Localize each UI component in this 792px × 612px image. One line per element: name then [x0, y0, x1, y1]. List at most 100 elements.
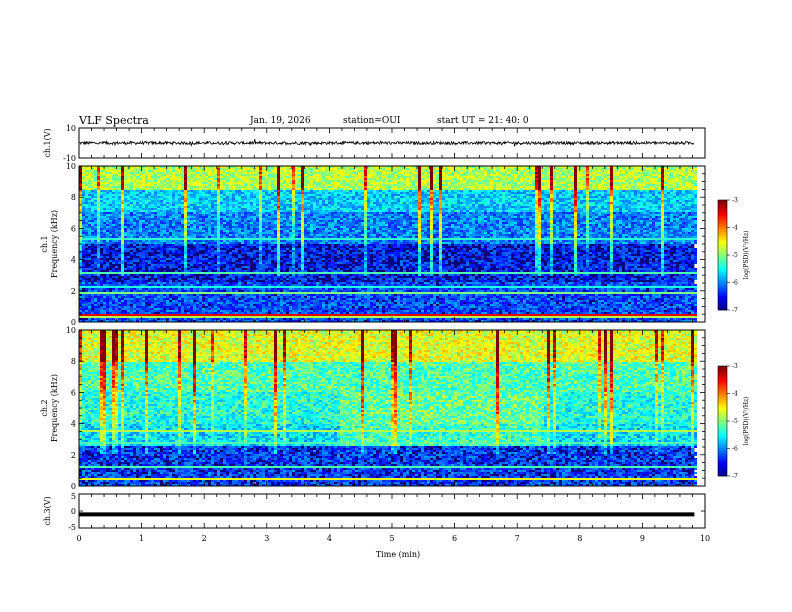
- spectrogram-cell: [586, 172, 589, 174]
- spectrogram-cell: [166, 172, 169, 174]
- spectrogram-cell: [607, 170, 610, 172]
- spectrogram-cell: [637, 176, 640, 178]
- spectrogram-cell: [436, 168, 439, 170]
- spectrogram-cell: [517, 176, 520, 178]
- spectrogram-cell: [202, 182, 205, 184]
- spectrogram-cell: [424, 168, 427, 170]
- spectrogram-cell: [448, 180, 451, 182]
- spectrogram-cell: [274, 174, 277, 176]
- spectrogram-cell: [286, 178, 289, 180]
- spectrogram-cell: [502, 172, 505, 174]
- spectrogram-cell: [307, 180, 310, 182]
- spectrogram-cell: [490, 174, 493, 176]
- spectrogram-cell: [250, 170, 253, 172]
- spectrogram-cell: [475, 176, 478, 178]
- spectrogram-cell: [499, 168, 502, 170]
- spectrogram-cell: [142, 170, 145, 172]
- spectrogram-cell: [187, 168, 190, 170]
- spectrogram-cell: [589, 170, 592, 172]
- spectrogram-cell: [349, 168, 352, 170]
- spectrogram-cell: [274, 172, 277, 174]
- spectrogram-cell: [394, 178, 397, 180]
- spectrogram-cell: [505, 168, 508, 170]
- spectrogram-cell: [649, 178, 652, 180]
- spectrogram-cell: [193, 178, 196, 180]
- spectrogram-cell: [133, 170, 136, 172]
- ch1-spectrogram-cells: [79, 166, 697, 322]
- spectrogram-cell: [376, 168, 379, 170]
- spectrogram-cell: [181, 176, 184, 178]
- spectrogram-cell: [280, 170, 283, 172]
- spectrogram-cell: [475, 174, 478, 176]
- spectrogram-cell: [181, 178, 184, 180]
- spectrogram-cell: [586, 178, 589, 180]
- spectrogram-cell: [484, 178, 487, 180]
- spectrogram-cell: [439, 178, 442, 180]
- spectrogram-cell: [166, 176, 169, 178]
- spectrogram-cell: [106, 170, 109, 172]
- spectrogram-cell: [679, 172, 682, 174]
- spectrogram-cell: [526, 172, 529, 174]
- spectrogram-cell: [193, 174, 196, 176]
- spectrogram-cell: [544, 176, 547, 178]
- spectrogram-cell: [301, 172, 304, 174]
- spectrogram-cell: [457, 178, 460, 180]
- spectrogram-cell: [661, 170, 664, 172]
- spectrogram-cell: [247, 174, 250, 176]
- spectrogram-cell: [244, 178, 247, 180]
- spectrogram-cell: [664, 172, 667, 174]
- spectrogram-cell: [655, 176, 658, 178]
- spectrogram-cell: [676, 180, 679, 182]
- spectrogram-cell: [193, 182, 196, 184]
- spectrogram-cell: [85, 172, 88, 174]
- spectrogram-cell: [148, 178, 151, 180]
- spectrogram-cell: [250, 176, 253, 178]
- spectrogram-cell: [379, 170, 382, 172]
- spectrogram-cell: [298, 176, 301, 178]
- spectrogram-cell: [85, 182, 88, 184]
- spectrogram-cell: [292, 174, 295, 176]
- spectrogram-cell: [685, 174, 688, 176]
- spectrogram-cell: [508, 170, 511, 172]
- spectrogram-cell: [469, 168, 472, 170]
- spectrogram-cell: [613, 170, 616, 172]
- spectrogram-cell: [250, 172, 253, 174]
- spectrogram-cell: [478, 172, 481, 174]
- spectrogram-cell: [571, 174, 574, 176]
- spectrogram-cell: [694, 180, 697, 182]
- spectrogram-cell: [688, 170, 691, 172]
- spectrogram-cell: [661, 168, 664, 170]
- spectrogram-cell: [547, 178, 550, 180]
- spectrogram-cell: [436, 174, 439, 176]
- spectrogram-cell: [442, 170, 445, 172]
- spectrogram-cell: [304, 174, 307, 176]
- spectrogram-cell: [100, 182, 103, 184]
- spectrogram-cell: [184, 170, 187, 172]
- spectrogram-cell: [307, 178, 310, 180]
- spectrogram-cell: [457, 174, 460, 176]
- spectrogram-cell: [421, 178, 424, 180]
- spectrogram-cell: [283, 176, 286, 178]
- spectrogram-cell: [133, 168, 136, 170]
- spectrogram-cell: [100, 178, 103, 180]
- spectrogram-cell: [232, 176, 235, 178]
- spectrogram-cell: [679, 176, 682, 178]
- spectrogram-cell: [244, 168, 247, 170]
- spectrogram-cell: [178, 176, 181, 178]
- spectrogram-cell: [511, 176, 514, 178]
- spectrogram-cell: [199, 176, 202, 178]
- spectrogram-cell: [562, 174, 565, 176]
- spectrogram-cell: [574, 174, 577, 176]
- spectrogram-cell: [208, 176, 211, 178]
- spectrogram-cell: [229, 178, 232, 180]
- spectrogram-cell: [514, 168, 517, 170]
- spectrogram-cell: [199, 172, 202, 174]
- spectrogram-cell: [598, 172, 601, 174]
- spectrogram-cell: [154, 172, 157, 174]
- spectrogram-cell: [415, 174, 418, 176]
- spectrogram-cell: [622, 176, 625, 178]
- spectrogram-cell: [601, 172, 604, 174]
- spectrogram-cell: [418, 172, 421, 174]
- spectrogram-cell: [478, 170, 481, 172]
- spectrogram-cell: [436, 178, 439, 180]
